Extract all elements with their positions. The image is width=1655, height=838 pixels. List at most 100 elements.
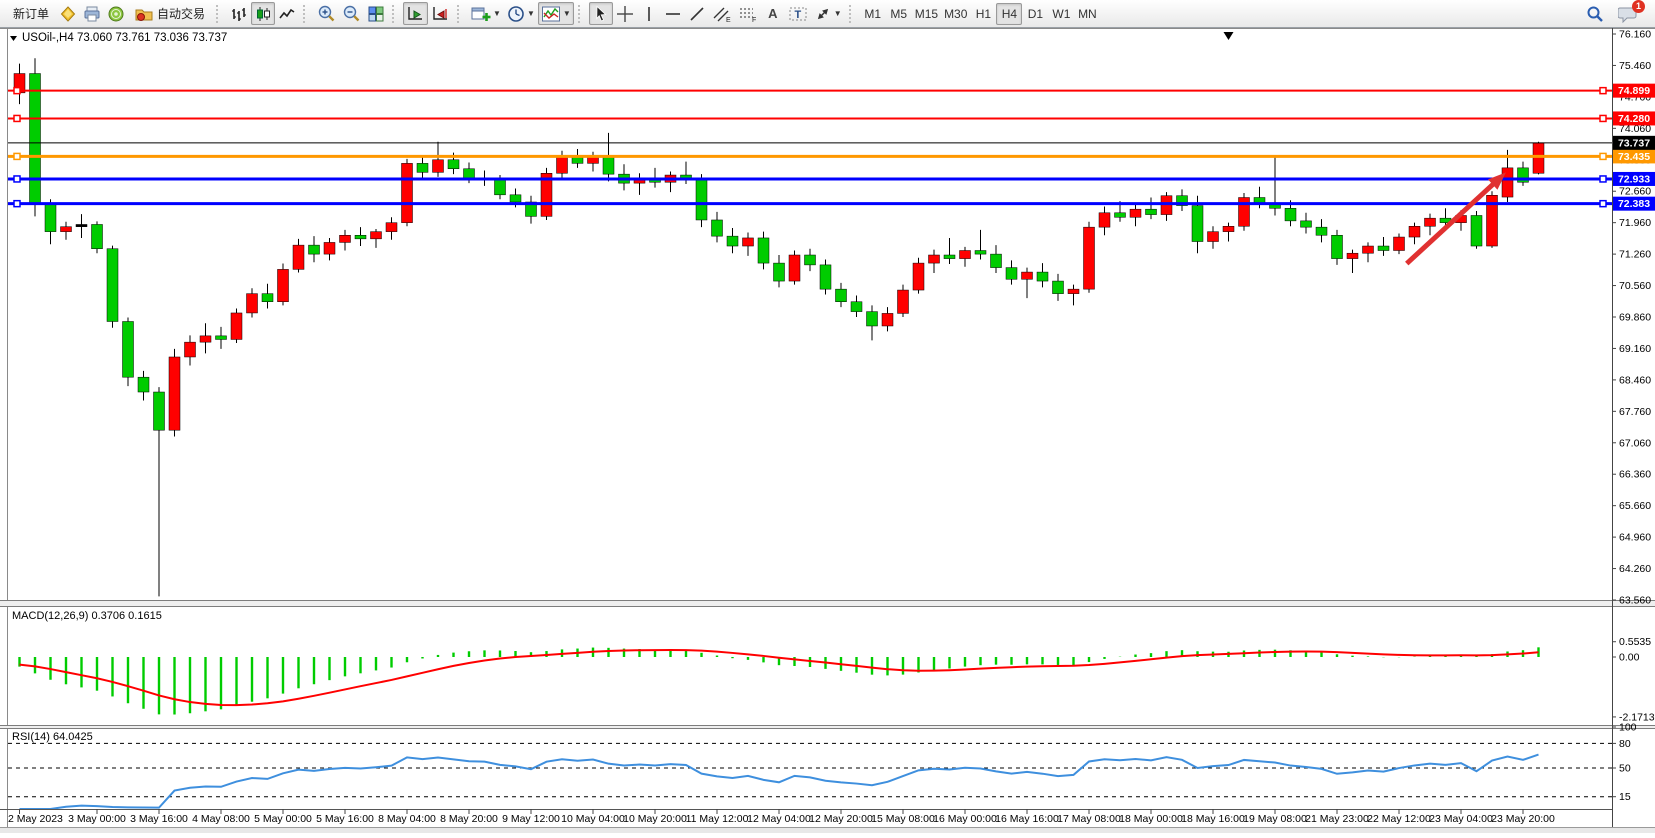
auto-scroll-icon[interactable]: [403, 2, 429, 25]
time-tick: 18 May 00:00: [1119, 813, 1183, 825]
price-tag: 73.737: [1618, 137, 1650, 149]
bar-chart-icon[interactable]: [227, 2, 251, 25]
timeframe-button-h4[interactable]: H4: [996, 2, 1023, 25]
time-tick: 12 May 04:00: [747, 813, 811, 825]
cursor-tool[interactable]: [588, 2, 613, 25]
trendline-tool[interactable]: [685, 2, 709, 25]
time-tick: 18 May 16:00: [1181, 813, 1245, 825]
fibonacci-tool[interactable]: F: [735, 2, 761, 25]
toolbar-separator: [457, 4, 462, 23]
price-tick: 65.660: [1619, 500, 1651, 512]
time-tick: 11 May 12:00: [686, 813, 749, 825]
time-tick: 21 May 23:00: [1305, 813, 1369, 825]
chart-title: USOil-,H4 73.060 73.761 73.036 73.737: [22, 32, 227, 44]
chart-window[interactable]: MACD(12,26,9) 0.3706 0.1615 RSI(14) 64.04…: [0, 28, 1655, 833]
autotrade-folder-icon: [135, 9, 153, 21]
timeframe-button-m5[interactable]: M5: [890, 6, 908, 21]
time-tick: 5 May 16:00: [316, 813, 374, 825]
price-tick: 67.060: [1619, 437, 1651, 449]
time-tick: 19 May 08:00: [1243, 813, 1307, 825]
text-tool[interactable]: A: [768, 6, 778, 21]
notifications-button[interactable]: 1: [1615, 0, 1645, 25]
price-tick: 69.860: [1619, 312, 1651, 324]
axis-layer: 76.16075.46074.76074.06073.36072.66071.9…: [0, 28, 1655, 833]
price-tag: 74.280: [1618, 113, 1650, 125]
indicator-panels: MACD(12,26,9) 0.3706 0.1615 RSI(14) 64.04…: [8, 610, 1612, 810]
macd-label: MACD(12,26,9) 0.3706 0.1615: [12, 610, 162, 622]
zoom-in-icon[interactable]: [314, 2, 339, 25]
time-tick: 10 May 04:00: [561, 813, 625, 825]
scroll-group: [401, 0, 455, 27]
chevron-down-icon: ▼: [526, 9, 535, 18]
window-group: ▼ ▼ ▼: [466, 0, 576, 27]
svg-text:100: 100: [1619, 722, 1637, 734]
price-tag: 74.899: [1618, 85, 1650, 97]
red-arrow: [1405, 179, 1499, 266]
period-clock-button[interactable]: ▼: [504, 2, 538, 25]
search-icon[interactable]: [1583, 2, 1607, 25]
time-tick: 22 May 12:00: [1367, 813, 1431, 825]
price-tick: 64.260: [1619, 563, 1651, 575]
timeframe-group: M1 M5 M15 M30 H1 H4 D1 W1 MN: [858, 0, 1103, 27]
timeframe-button-m30[interactable]: M30: [944, 6, 968, 21]
horizontal-line-tool[interactable]: [661, 2, 685, 25]
vertical-line-tool[interactable]: [637, 2, 661, 25]
price-tick: 71.960: [1619, 217, 1651, 229]
price-tick: 66.360: [1619, 469, 1651, 481]
auto-trading-label: 自动交易: [157, 7, 206, 21]
price-tick: 68.460: [1619, 374, 1651, 386]
svg-text:0.00: 0.00: [1619, 652, 1640, 664]
time-tick: 9 May 12:00: [502, 813, 560, 825]
time-tick: 15 May 08:00: [871, 813, 935, 825]
chart-type-group: [225, 0, 301, 27]
trade-group: 新订单 自动交易: [4, 0, 214, 27]
time-tick: 3 May 16:00: [130, 813, 188, 825]
svg-text:-2.1713: -2.1713: [1619, 711, 1655, 723]
time-tick: 17 May 08:00: [1057, 813, 1121, 825]
price-tag: 72.933: [1618, 173, 1650, 185]
rsi-label: RSI(14) 64.0425: [12, 731, 93, 743]
price-chart[interactable]: MACD(12,26,9) 0.3706 0.1615 RSI(14) 64.04…: [0, 28, 1655, 833]
chevron-down-icon: ▼: [493, 9, 501, 18]
zoom-out-icon[interactable]: [339, 2, 364, 25]
tile-windows-icon[interactable]: [364, 2, 388, 25]
time-tick: 2 May 2023: [8, 813, 63, 825]
text-label-tool[interactable]: T: [785, 2, 811, 25]
candlestick-chart-icon[interactable]: [251, 2, 276, 25]
time-tick: 5 May 00:00: [254, 813, 312, 825]
printer-icon[interactable]: [80, 2, 104, 25]
line-chart-icon[interactable]: [275, 2, 299, 25]
timeframe-button-w1[interactable]: W1: [1052, 6, 1071, 21]
main-toolbar: 新订单 自动交易: [0, 0, 1655, 28]
timeframe-button-mn[interactable]: MN: [1078, 6, 1097, 21]
timeframe-button-m15[interactable]: M15: [914, 6, 939, 21]
timeframe-button-d1[interactable]: D1: [1027, 6, 1044, 21]
svg-text:50: 50: [1619, 763, 1631, 775]
price-tick: 76.160: [1619, 29, 1651, 41]
time-tick: 4 May 08:00: [192, 813, 250, 825]
toolbar-separator: [303, 4, 308, 23]
svg-text:T: T: [794, 9, 801, 21]
time-tick: 8 May 20:00: [440, 813, 498, 825]
time-tick: 8 May 04:00: [378, 813, 436, 825]
new-chart-button[interactable]: ▼: [468, 2, 504, 25]
indicators-button[interactable]: ▼: [537, 2, 574, 25]
objects-group: E F A T ▼: [587, 0, 847, 27]
gold-diamond-icon[interactable]: [56, 2, 80, 25]
arrows-tool[interactable]: ▼: [811, 2, 845, 25]
new-order-button[interactable]: 新订单: [6, 2, 56, 25]
crosshair-tool[interactable]: [613, 2, 637, 25]
svg-text:F: F: [752, 17, 756, 23]
price-tick: 67.760: [1619, 406, 1651, 418]
chevron-down-icon: ▼: [562, 9, 571, 18]
equidistant-channel-tool[interactable]: E: [709, 2, 735, 25]
auto-trading-button[interactable]: 自动交易: [128, 2, 212, 25]
timeframe-button-h1[interactable]: H1: [975, 6, 992, 21]
toolbar-right: 1: [1583, 0, 1651, 25]
radar-icon[interactable]: [104, 2, 128, 25]
timeframe-button-m1[interactable]: M1: [864, 6, 882, 21]
time-tick: 3 May 00:00: [68, 813, 126, 825]
svg-text:80: 80: [1619, 738, 1631, 750]
chart-shift-icon[interactable]: [428, 2, 453, 25]
price-tick: 69.160: [1619, 343, 1651, 355]
